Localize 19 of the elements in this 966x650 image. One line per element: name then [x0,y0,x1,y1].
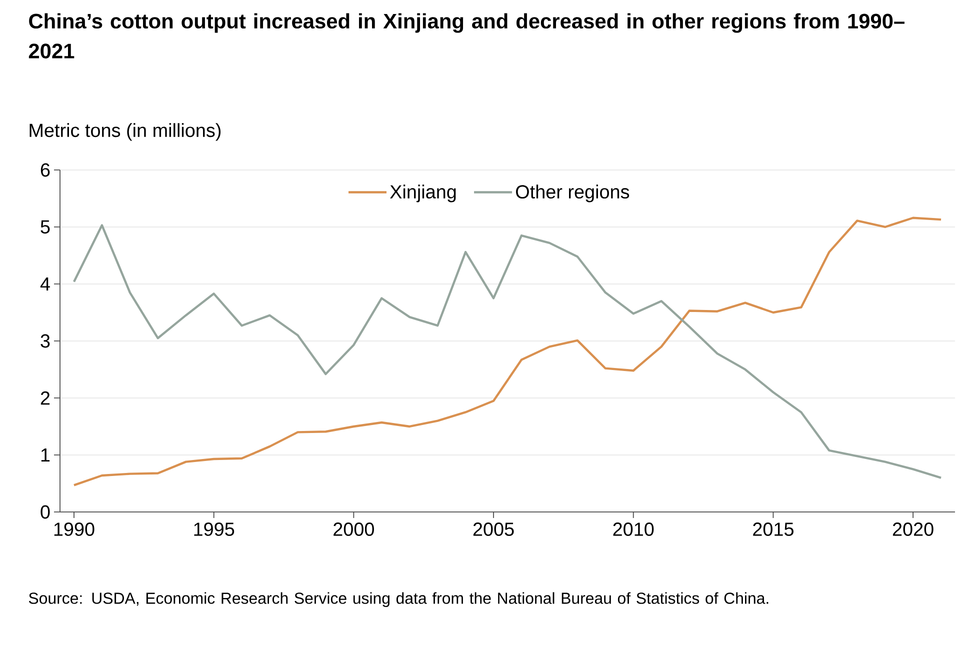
chart-title: China’s cotton output increased in Xinjiang and decreased in other regions from 1990–2021 [28,13,904,58]
x-tick-label: 2010 [613,522,654,536]
y-tick-label: 1 [41,448,50,462]
x-tick-label: 2000 [334,522,374,536]
x-tick-label: 2015 [753,522,794,536]
y-tick-label: 4 [40,277,50,290]
x-tick-label: 2005 [473,522,514,536]
y-tick-label: 3 [40,334,50,348]
y-tick-label: 2 [40,391,50,405]
x-tick-label: 1995 [194,522,234,536]
y-tick-label: 0 [40,505,50,519]
y-axis-title: Metric tons (in millions) [30,123,221,141]
x-tick-label: 2020 [892,522,934,536]
legend-label: Xinjiang [390,184,456,202]
legend-label: Other regions [516,184,630,202]
y-tick-label: 6 [40,163,50,177]
x-tick-label: 1990 [54,522,94,536]
y-tick-label: 5 [40,220,50,234]
source-note: Source: USDA, Economic Research Service using data from the National Bureau of Statistics of China. [28,592,768,608]
